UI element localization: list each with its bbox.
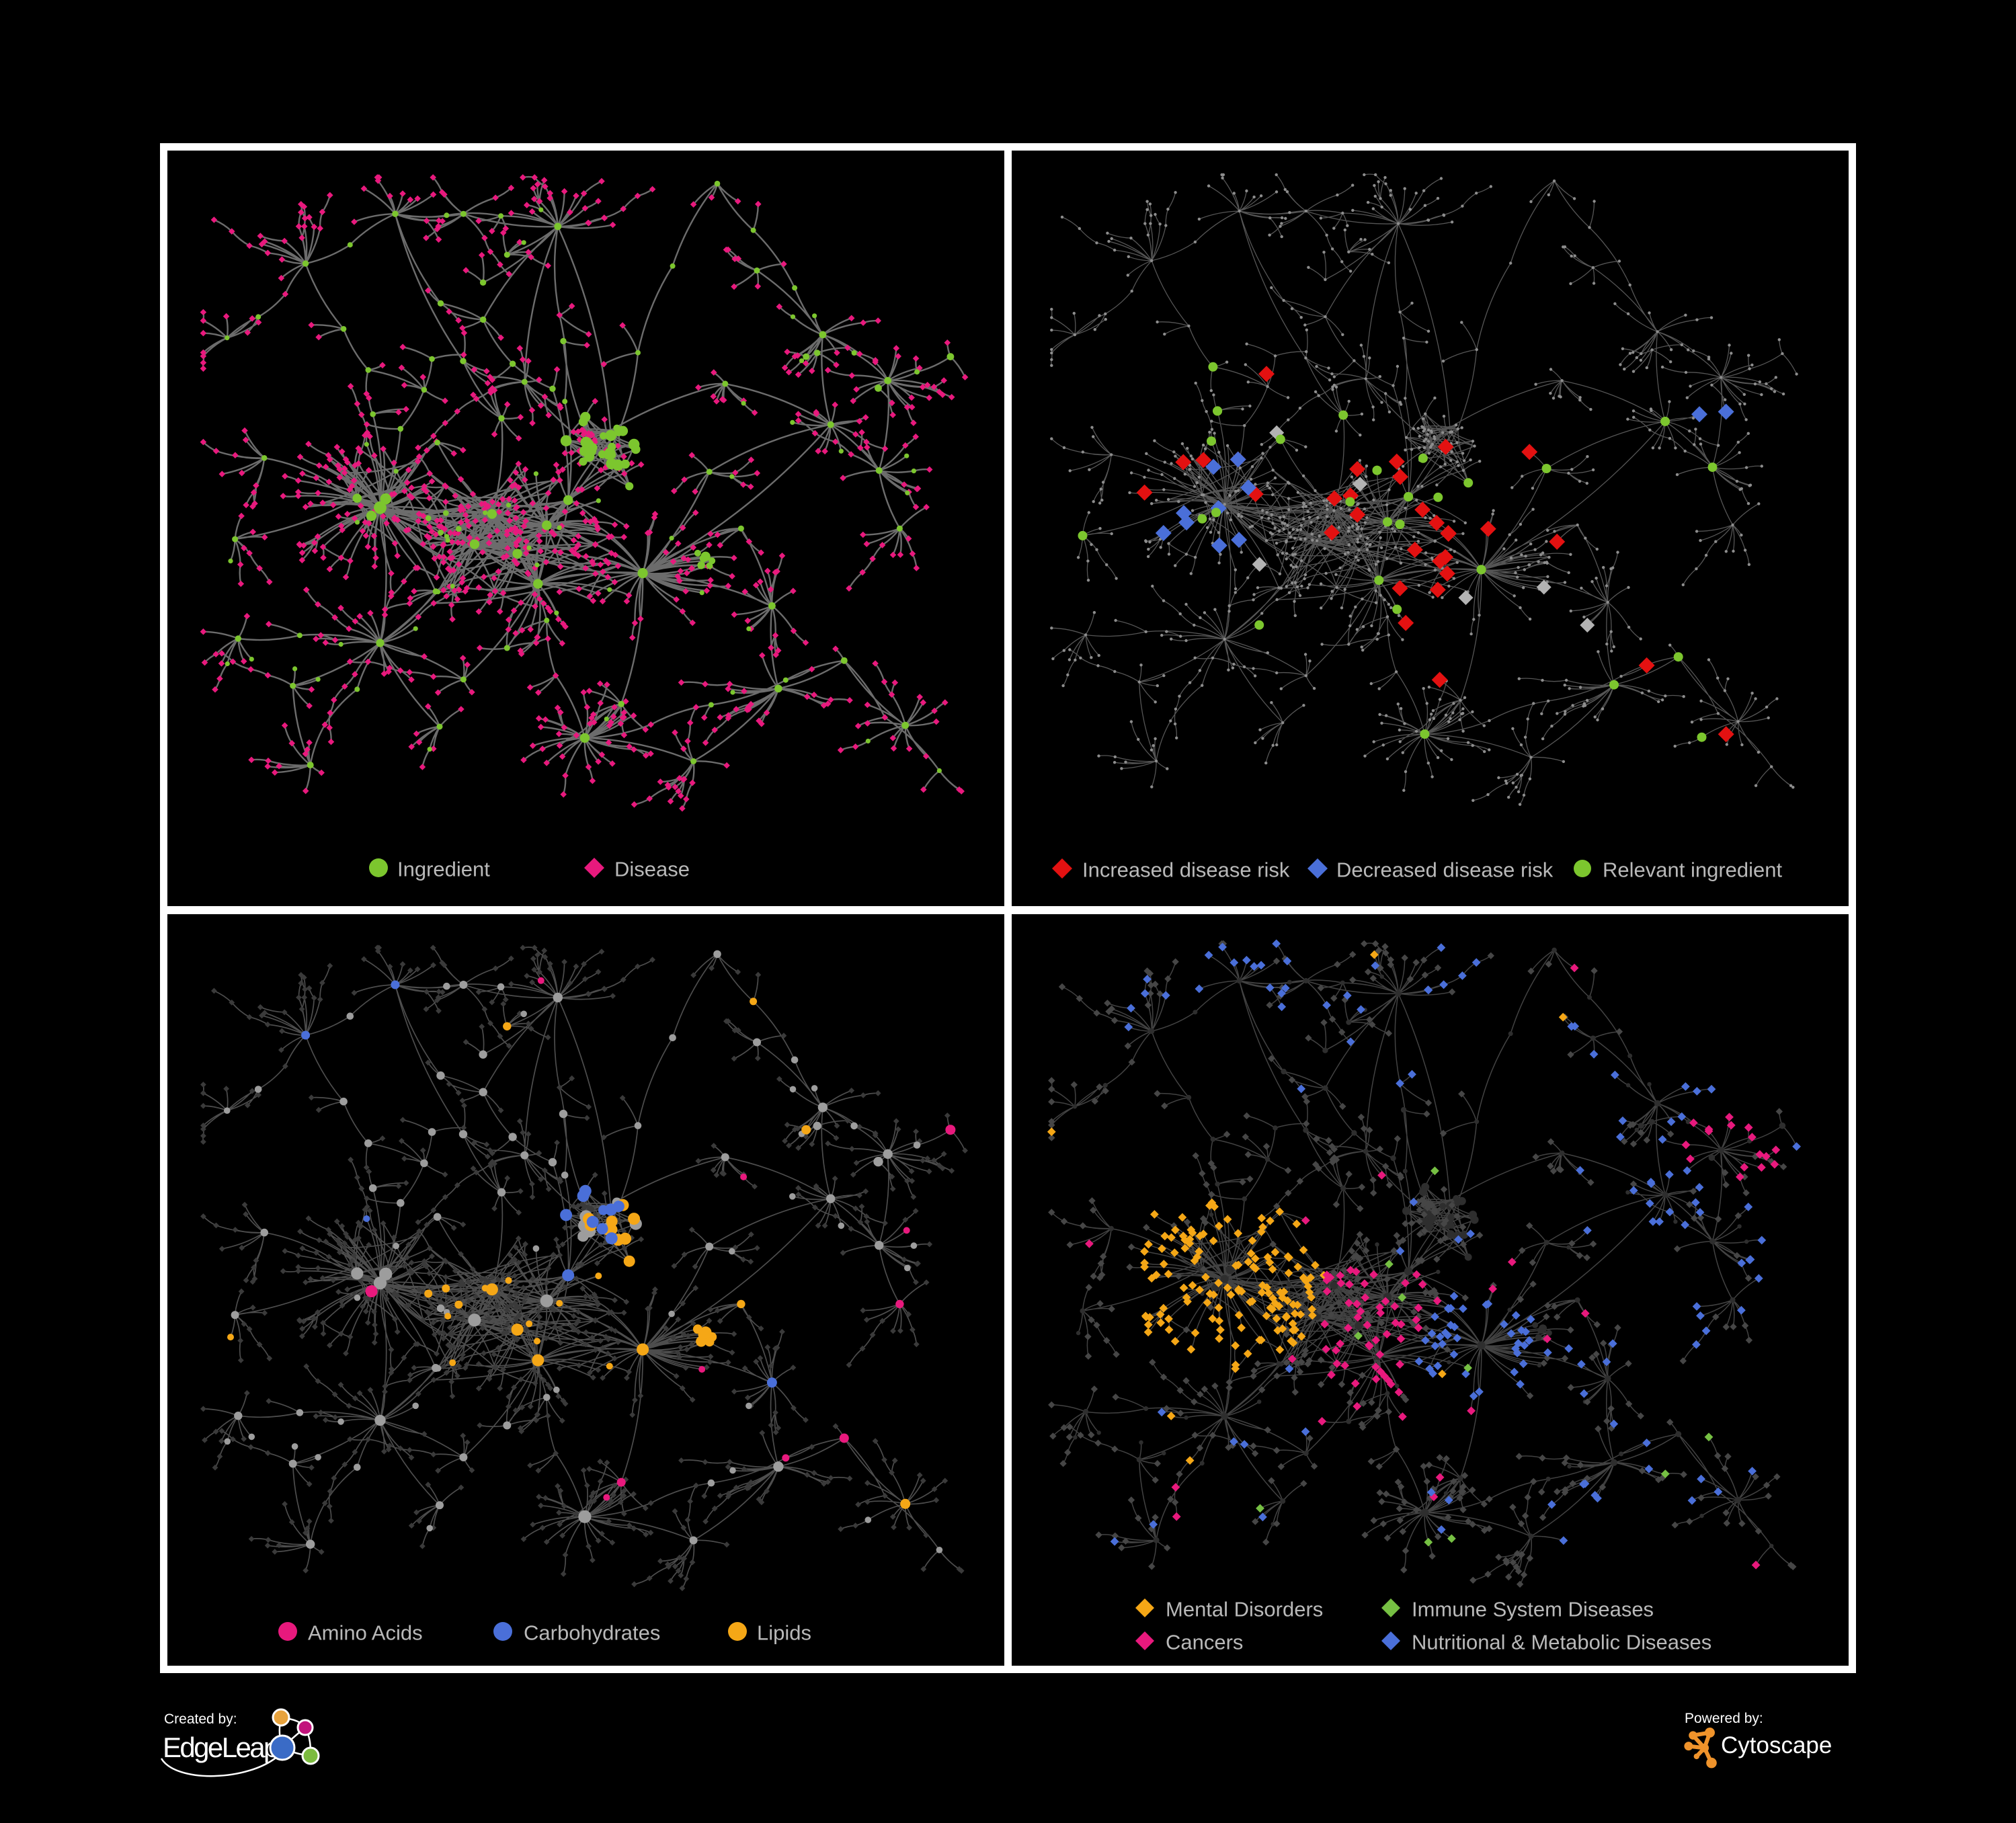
svg-text:Relevant ingredient: Relevant ingredient: [1603, 858, 1783, 882]
svg-text:Cancers: Cancers: [1166, 1631, 1243, 1654]
svg-text:Nutritional & Metabolic Diseas: Nutritional & Metabolic Diseases: [1412, 1631, 1711, 1654]
svg-text:Cytoscape: Cytoscape: [1721, 1732, 1832, 1758]
svg-text:Powered by:: Powered by:: [1685, 1711, 1763, 1726]
svg-text:Created by:: Created by:: [164, 1711, 237, 1727]
svg-text:Mental Disorders: Mental Disorders: [1166, 1598, 1323, 1621]
svg-text:EdgeLeap: EdgeLeap: [163, 1732, 278, 1763]
svg-text:Decreased disease risk: Decreased disease risk: [1336, 858, 1554, 882]
svg-text:Immune System Diseases: Immune System Diseases: [1412, 1598, 1654, 1621]
svg-text:Disease: Disease: [614, 858, 690, 881]
svg-text:Carbohydrates: Carbohydrates: [524, 1621, 660, 1645]
svg-text:Lipids: Lipids: [757, 1621, 811, 1645]
svg-text:Ingredient: Ingredient: [397, 858, 490, 881]
svg-text:Increased disease risk: Increased disease risk: [1082, 858, 1290, 882]
svg-text:Amino Acids: Amino Acids: [308, 1621, 423, 1645]
